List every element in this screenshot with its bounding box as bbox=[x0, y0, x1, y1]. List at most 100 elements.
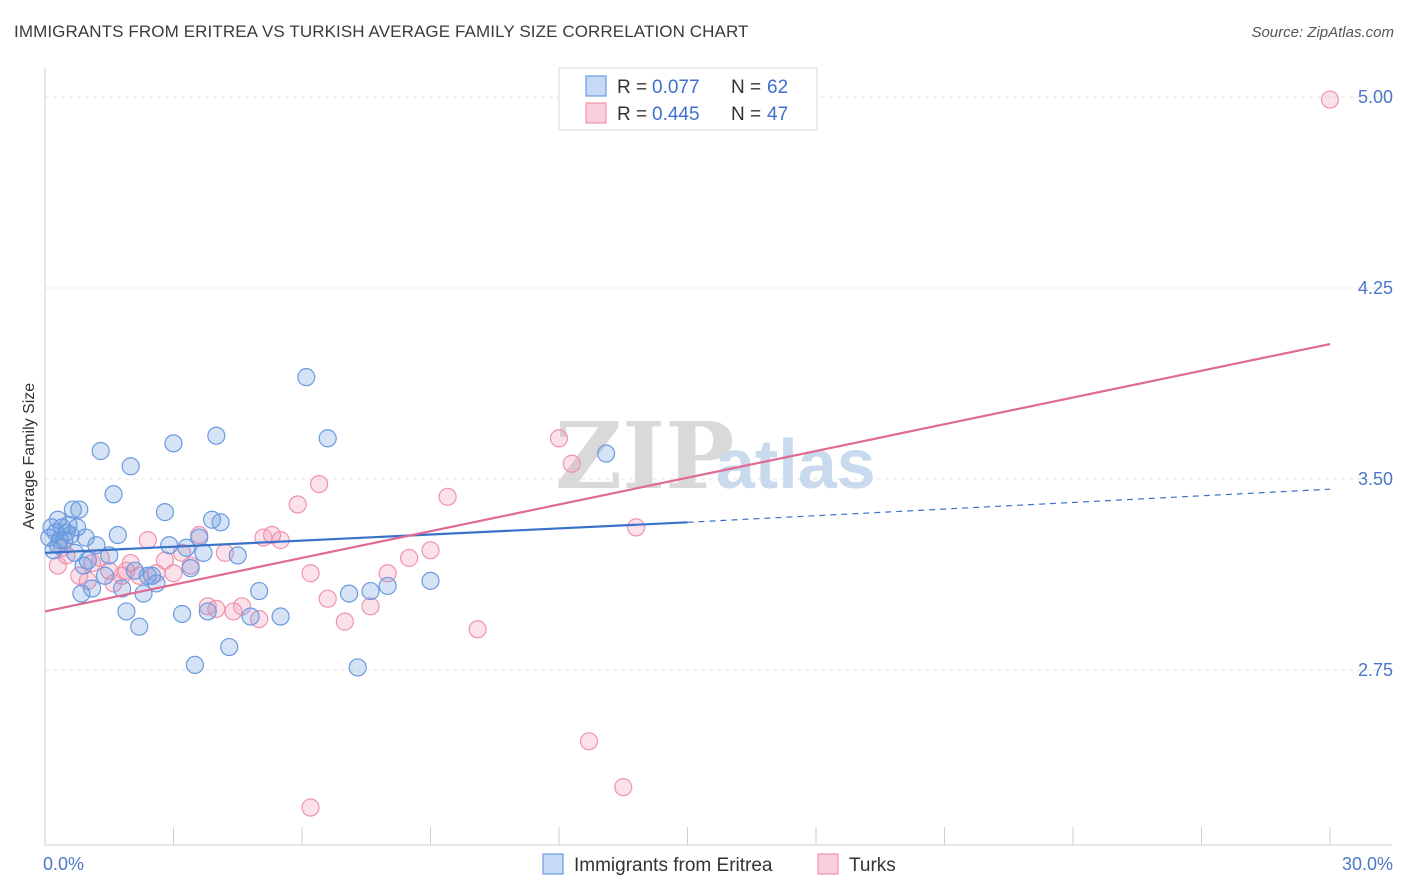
eritrea-point-24 bbox=[100, 546, 119, 565]
legend-r-value-1: 0.077 bbox=[652, 77, 700, 98]
eritrea-trend-line bbox=[44, 521, 688, 554]
chart-title: IMMIGRANTS FROM ERITREA VS TURKISH AVERA… bbox=[14, 22, 749, 41]
watermark-atlas: atlas bbox=[716, 425, 876, 503]
axes bbox=[44, 68, 1392, 846]
turks-point-34 bbox=[361, 597, 380, 616]
turks-point-33 bbox=[335, 612, 354, 631]
legend-swatch-turks bbox=[585, 102, 607, 124]
eritrea-point-41 bbox=[181, 559, 200, 578]
y-tick-label-1: 3.50 bbox=[1358, 469, 1393, 489]
legend-r-label-1: R = bbox=[617, 77, 647, 98]
turks-point-35 bbox=[378, 564, 397, 583]
eritrea-point-27 bbox=[112, 579, 132, 598]
turks-point-45 bbox=[1320, 90, 1340, 109]
turks-trend-line bbox=[44, 342, 1331, 613]
eritrea-point-55 bbox=[318, 429, 337, 448]
turks-point-39 bbox=[468, 620, 487, 639]
eritrea-point-45 bbox=[198, 602, 217, 621]
y-tick-label-2: 4.25 bbox=[1358, 278, 1393, 298]
turks-points bbox=[48, 90, 1340, 817]
turks-point-30 bbox=[301, 564, 320, 583]
eritrea-point-44 bbox=[194, 543, 213, 562]
eritrea-point-51 bbox=[241, 607, 260, 626]
x-tick-labels: 0.0% 30.0% bbox=[43, 854, 1393, 874]
x-tick-label-min: 0.0% bbox=[43, 854, 84, 874]
legend-n-value-2: 47 bbox=[767, 104, 788, 125]
eritrea-point-16 bbox=[72, 584, 91, 603]
eritrea-point-52 bbox=[250, 581, 269, 601]
bottom-legend-turks: Turks bbox=[849, 855, 896, 876]
bottom-legend-swatch-eritrea bbox=[542, 853, 564, 875]
eritrea-point-25 bbox=[104, 485, 123, 504]
turks-point-41 bbox=[562, 454, 581, 473]
legend-r-label-2: R = bbox=[617, 104, 647, 125]
eritrea-point-22 bbox=[91, 441, 110, 461]
turks-point-32 bbox=[318, 589, 337, 608]
eritrea-point-40 bbox=[177, 538, 196, 557]
turks-point-27 bbox=[262, 525, 282, 545]
legend-n-label-1: N = bbox=[731, 77, 761, 98]
turks-point-3 bbox=[70, 566, 89, 585]
eritrea-point-39 bbox=[172, 604, 192, 624]
eritrea-point-29 bbox=[121, 457, 140, 476]
eritrea-point-26 bbox=[108, 525, 127, 545]
eritrea-point-31 bbox=[130, 617, 149, 636]
eritrea-point-38 bbox=[164, 434, 183, 453]
eritrea-point-59 bbox=[378, 576, 397, 596]
legend-n-value-1: 62 bbox=[767, 77, 788, 98]
turks-point-43 bbox=[614, 778, 633, 797]
turks-point-42 bbox=[579, 732, 599, 751]
eritrea-point-23 bbox=[95, 566, 115, 585]
x-tick-label-max: 30.0% bbox=[1342, 854, 1393, 874]
eritrea-point-42 bbox=[185, 655, 205, 675]
eritrea-point-47 bbox=[207, 426, 226, 445]
turks-point-31 bbox=[310, 474, 329, 494]
turks-point-36 bbox=[399, 548, 419, 568]
y-axis-label: Average Family Size bbox=[21, 383, 38, 530]
eritrea-point-56 bbox=[340, 584, 359, 603]
turks-point-46 bbox=[301, 798, 320, 817]
turks-point-38 bbox=[438, 487, 457, 506]
eritrea-trend-line-extension bbox=[687, 488, 1331, 523]
eritrea-points bbox=[40, 368, 616, 677]
eritrea-point-19 bbox=[78, 551, 97, 570]
turks-point-44 bbox=[626, 518, 646, 537]
trend-lines bbox=[44, 342, 1331, 613]
turks-point-37 bbox=[421, 541, 440, 560]
eritrea-point-12 bbox=[63, 500, 82, 519]
chart-source: Source: ZipAtlas.com bbox=[1251, 24, 1394, 41]
turks-point-40 bbox=[549, 429, 569, 448]
eritrea-point-50 bbox=[228, 546, 247, 565]
eritrea-point-61 bbox=[597, 444, 616, 463]
grid-lines bbox=[45, 96, 1392, 671]
eritrea-point-53 bbox=[271, 607, 290, 626]
bottom-legend-eritrea: Immigrants from Eritrea bbox=[574, 855, 773, 876]
eritrea-point-57 bbox=[348, 658, 367, 677]
watermark: ZIP atlas bbox=[555, 402, 876, 510]
eritrea-point-37 bbox=[160, 536, 179, 555]
eritrea-point-15 bbox=[70, 500, 89, 519]
turks-point-13 bbox=[138, 531, 157, 550]
y-tick-label-3: 5.00 bbox=[1358, 87, 1393, 107]
bottom-legend-swatch-turks bbox=[817, 853, 839, 875]
legend-r-value-2: 0.445 bbox=[652, 104, 700, 125]
eritrea-point-58 bbox=[361, 581, 380, 601]
y-tick-label-0: 2.75 bbox=[1358, 660, 1393, 680]
eritrea-point-48 bbox=[211, 513, 230, 532]
turks-point-23 bbox=[224, 602, 243, 621]
eritrea-point-20 bbox=[83, 579, 102, 598]
turks-point-29 bbox=[288, 495, 307, 514]
eritrea-point-28 bbox=[117, 602, 136, 621]
eritrea-point-54 bbox=[297, 368, 316, 387]
eritrea-point-36 bbox=[155, 503, 175, 522]
turks-point-16 bbox=[164, 564, 183, 583]
turks-point-28 bbox=[271, 531, 290, 550]
series-legend: Immigrants from Eritrea Turks bbox=[542, 853, 896, 876]
eritrea-point-49 bbox=[220, 637, 239, 657]
eritrea-point-43 bbox=[190, 528, 209, 547]
legend-swatch-eritrea bbox=[585, 75, 607, 97]
correlation-legend: R = 0.077 N = 62 R = 0.445 N = 47 bbox=[558, 67, 818, 131]
legend-n-label-2: N = bbox=[731, 104, 761, 125]
watermark-zip: ZIP bbox=[555, 402, 734, 510]
